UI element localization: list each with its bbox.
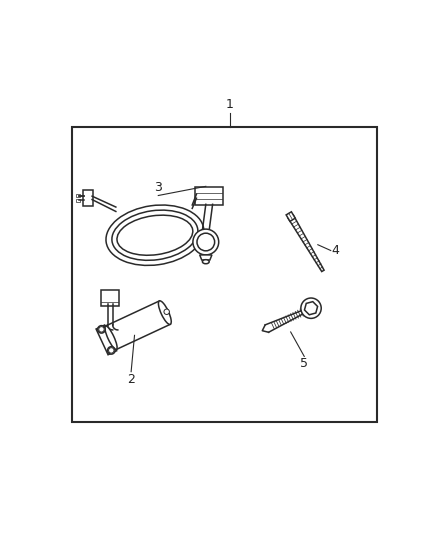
Circle shape [193, 229, 219, 255]
Polygon shape [286, 212, 295, 221]
Text: 2: 2 [127, 373, 135, 386]
Circle shape [109, 348, 114, 353]
Polygon shape [304, 302, 318, 315]
Text: 3: 3 [154, 181, 162, 195]
Ellipse shape [202, 260, 209, 264]
Circle shape [301, 298, 321, 318]
Circle shape [197, 233, 215, 251]
Text: 5: 5 [300, 358, 308, 370]
FancyBboxPatch shape [83, 190, 93, 206]
FancyBboxPatch shape [195, 187, 223, 205]
FancyBboxPatch shape [101, 290, 119, 306]
Ellipse shape [105, 326, 117, 350]
Polygon shape [200, 255, 212, 260]
FancyBboxPatch shape [77, 194, 80, 197]
Text: 1: 1 [226, 98, 233, 111]
Ellipse shape [108, 346, 115, 354]
FancyBboxPatch shape [77, 199, 80, 202]
Circle shape [164, 309, 170, 314]
Circle shape [99, 327, 104, 332]
Bar [72, 127, 377, 422]
Ellipse shape [98, 326, 105, 333]
Polygon shape [96, 325, 117, 355]
Ellipse shape [159, 301, 171, 325]
Polygon shape [288, 215, 324, 271]
Text: 4: 4 [332, 244, 339, 257]
